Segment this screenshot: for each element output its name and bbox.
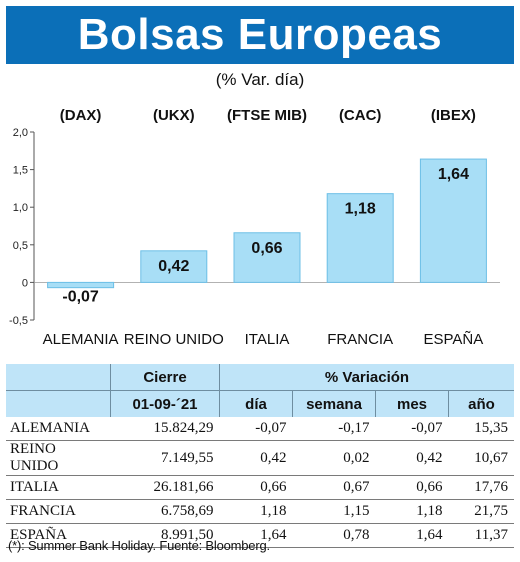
table-row: FRANCIA 6.758,69 1,18 1,15 1,18 21,75 <box>6 499 514 524</box>
header-semana: semana <box>292 390 376 417</box>
header-cierre: Cierre <box>110 364 220 391</box>
row-name: ALEMANIA <box>6 417 111 441</box>
cell-mes: 1,64 <box>375 523 449 548</box>
cell-cierre: 6.758,69 <box>110 499 220 524</box>
index-label: (FTSE MIB) <box>227 107 307 124</box>
cell-cierre: 8.991,50 <box>110 523 220 548</box>
cell-mes: 0,42 <box>375 440 449 476</box>
category-label: ITALIA <box>245 331 290 348</box>
cell-mes: 1,18 <box>375 499 449 524</box>
bar <box>419 158 487 283</box>
cell-mes: 0,66 <box>375 475 449 500</box>
cell-semana: 1,15 <box>292 499 376 524</box>
footnote: (*): Summer Bank Holiday. Fuente: Bloomb… <box>8 538 270 553</box>
cell-dia: 1,18 <box>219 499 293 524</box>
cell-semana: 0,78 <box>292 523 376 548</box>
row-name: ITALIA <box>6 475 111 500</box>
bar <box>140 250 208 283</box>
header-variacion: % Variación <box>219 364 514 391</box>
data-label: 0,66 <box>251 240 282 257</box>
header-mes: mes <box>375 390 449 417</box>
title-banner: Bolsas Europeas <box>6 6 514 64</box>
cell-cierre: 15.824,29 <box>110 417 220 441</box>
cell-anio: 10,67 <box>448 440 514 476</box>
row-name: FRANCIA <box>6 499 111 524</box>
header-blank-2 <box>6 390 111 417</box>
cell-semana: 0,02 <box>292 440 376 476</box>
page-title: Bolsas Europeas <box>77 10 443 59</box>
cell-dia: 0,66 <box>219 475 293 500</box>
data-label: -0,07 <box>62 289 99 306</box>
header-dia: día <box>219 390 293 417</box>
header-anio: año <box>448 390 514 417</box>
category-label: ALEMANIA <box>43 331 119 348</box>
y-tick-label: 2,0 <box>13 127 28 139</box>
index-label: (IBEX) <box>431 107 476 124</box>
cell-dia: 1,64 <box>219 523 293 548</box>
cell-cierre: 26.181,66 <box>110 475 220 500</box>
cell-anio: 21,75 <box>448 499 514 524</box>
header-blank <box>6 364 111 391</box>
category-label: REINO UNIDO <box>124 331 224 348</box>
bar <box>326 193 394 283</box>
stock-table: Cierre % Variación 01-09-´21 día semana … <box>6 364 514 548</box>
y-tick-label: -0,5 <box>9 315 28 327</box>
cell-mes: -0,07 <box>375 417 449 441</box>
table-row: ESPAÑA 8.991,50 1,64 0,78 1,64 11,37 <box>6 523 514 548</box>
row-name: ESPAÑA <box>6 523 111 548</box>
cell-semana: -0,17 <box>292 417 376 441</box>
header-date: 01-09-´21 <box>110 390 220 417</box>
table-row: REINO UNIDO 7.149,55 0,42 0,02 0,42 10,67 <box>6 440 514 476</box>
cell-semana: 0,67 <box>292 475 376 500</box>
category-label: FRANCIA <box>327 331 393 348</box>
cell-anio: 17,76 <box>448 475 514 500</box>
bar <box>47 281 115 289</box>
y-tick-label: 0 <box>22 277 28 289</box>
table-row: ALEMANIA 15.824,29 -0,07 -0,17 -0,07 15,35 <box>6 417 514 441</box>
chart-subtitle: (% Var. día) <box>215 70 305 89</box>
cell-dia: -0,07 <box>219 417 293 441</box>
index-label: (UKX) <box>153 107 195 124</box>
data-label: 1,18 <box>345 201 376 218</box>
bar <box>233 232 301 283</box>
index-label: (CAC) <box>339 107 382 124</box>
row-name: REINO UNIDO <box>6 440 111 476</box>
y-tick-label: 1,5 <box>13 165 28 177</box>
cell-anio: 11,37 <box>448 523 514 548</box>
table-row: ITALIA 26.181,66 0,66 0,67 0,66 17,76 <box>6 475 514 500</box>
bar-chart: 2,0 1,5 1,0 0,5 0 -0,5 -0,07 (DAX) ALEMANIA 0,42 (… <box>9 107 500 348</box>
cell-dia: 0,42 <box>219 440 293 476</box>
category-label: ESPAÑA <box>424 331 484 348</box>
data-label: 1,64 <box>438 166 469 183</box>
index-label: (DAX) <box>60 107 102 124</box>
cell-cierre: 7.149,55 <box>110 440 220 476</box>
y-tick-label: 1,0 <box>13 202 28 214</box>
cell-anio: 15,35 <box>448 417 514 441</box>
data-label: 0,42 <box>158 258 189 275</box>
y-tick-label: 0,5 <box>13 240 28 252</box>
